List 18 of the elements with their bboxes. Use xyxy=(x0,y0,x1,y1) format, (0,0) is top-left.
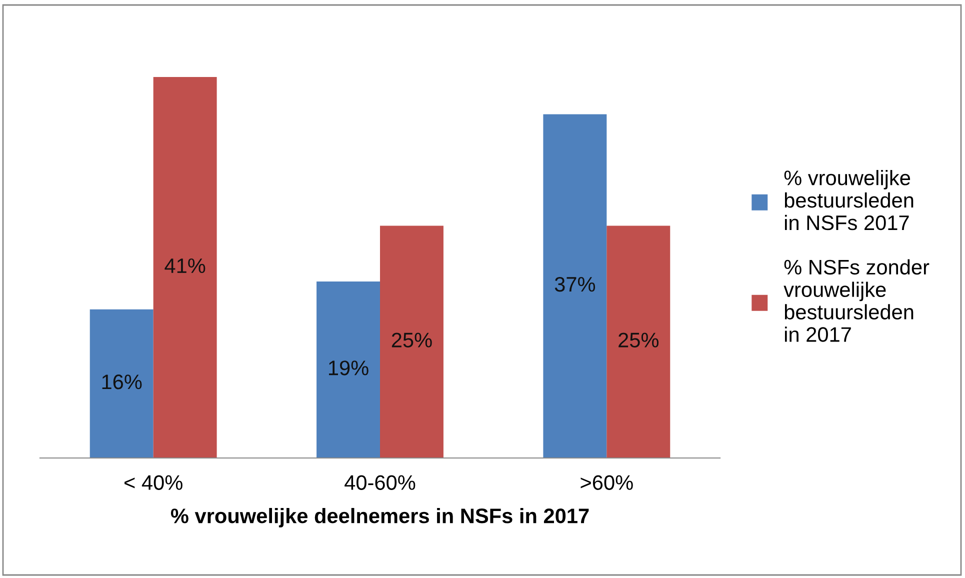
data-label: 16% xyxy=(102,374,142,390)
x-tick-label: 40-60% xyxy=(344,475,416,490)
x-tick-label: >60% xyxy=(580,475,633,490)
legend-label: % NSFs zonder vrouwelijke bestuursleden in 2017 xyxy=(784,259,930,342)
x-axis-title: % vrouwelijke deelnemers in NSFs in 2017 xyxy=(170,508,589,528)
bar xyxy=(380,226,444,458)
data-label: 37% xyxy=(554,276,596,292)
bar xyxy=(316,281,380,458)
bar xyxy=(153,77,217,458)
bar xyxy=(543,114,607,458)
bar xyxy=(90,309,154,458)
x-tick-label: < 40% xyxy=(124,475,182,490)
bar xyxy=(606,226,670,458)
data-label: 41% xyxy=(164,258,206,274)
data-label: 19% xyxy=(329,360,368,376)
legend-label: % vrouwelijke bestuursleden in NSFs 2017 xyxy=(784,170,914,230)
data-label: 25% xyxy=(392,332,432,348)
data-label: 25% xyxy=(618,332,659,348)
